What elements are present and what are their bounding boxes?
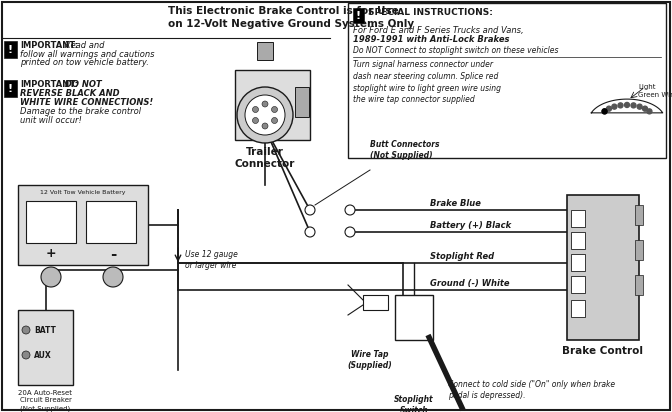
Circle shape: [271, 106, 278, 112]
Circle shape: [602, 109, 607, 114]
Circle shape: [305, 205, 315, 215]
Bar: [4, 80, 17, 97]
Bar: [571, 210, 585, 227]
Bar: [571, 300, 585, 317]
Circle shape: [253, 117, 259, 124]
Text: BATT: BATT: [34, 326, 56, 335]
Text: Butt Connectors
(Not Supplied): Butt Connectors (Not Supplied): [370, 140, 439, 160]
Text: Wire Tap
(Supplied): Wire Tap (Supplied): [347, 350, 392, 370]
Text: AUX: AUX: [34, 351, 52, 360]
Text: -: -: [110, 247, 116, 262]
Text: Turn signal harness connector under
dash near steering column. Splice red
stopli: Turn signal harness connector under dash…: [353, 60, 501, 104]
Circle shape: [22, 326, 30, 334]
Circle shape: [262, 101, 268, 107]
Circle shape: [271, 117, 278, 124]
Circle shape: [305, 227, 315, 237]
Text: Light
Green Wire: Light Green Wire: [638, 84, 672, 98]
Text: Brake Control: Brake Control: [562, 346, 644, 356]
Text: 12 Volt Tow Vehicle Battery: 12 Volt Tow Vehicle Battery: [40, 190, 126, 195]
Text: printed on tow vehicle battery.: printed on tow vehicle battery.: [20, 58, 149, 67]
Bar: [395, 295, 433, 340]
Text: 1989-1991 with Anti-Lock Brakes: 1989-1991 with Anti-Lock Brakes: [353, 35, 509, 44]
Bar: [567, 195, 639, 340]
Text: For Ford E and F Series Trucks and Vans,: For Ford E and F Series Trucks and Vans,: [353, 26, 523, 35]
Text: IMPORTANT:: IMPORTANT:: [20, 41, 78, 50]
Bar: [295, 87, 309, 117]
Circle shape: [642, 106, 648, 111]
Text: follow all warnings and cautions: follow all warnings and cautions: [20, 50, 155, 59]
Circle shape: [103, 267, 123, 287]
Circle shape: [262, 123, 268, 129]
Bar: [235, 70, 310, 140]
Bar: [635, 205, 643, 225]
Bar: [363, 295, 388, 310]
Circle shape: [345, 205, 355, 215]
Text: Stoplight
Switch: Stoplight Switch: [394, 395, 434, 412]
Text: Connect to cold side ("On" only when brake
pedal is depressed).: Connect to cold side ("On" only when bra…: [448, 380, 615, 400]
Bar: [257, 42, 273, 60]
Bar: [571, 232, 585, 249]
Circle shape: [618, 103, 623, 108]
Text: Battery (+) Black: Battery (+) Black: [430, 221, 511, 230]
Text: Stoplight Red: Stoplight Red: [430, 252, 494, 261]
Text: Brake Blue: Brake Blue: [430, 199, 481, 208]
Bar: [353, 8, 364, 23]
Text: SPECIAL INSTRUCTIONS:: SPECIAL INSTRUCTIONS:: [368, 8, 493, 17]
Bar: [86, 201, 136, 243]
Circle shape: [606, 106, 612, 111]
Bar: [348, 3, 666, 158]
Text: Use 12 gauge
or larger wire: Use 12 gauge or larger wire: [185, 250, 238, 270]
Text: +: +: [46, 247, 56, 260]
Text: REVERSE BLACK AND: REVERSE BLACK AND: [20, 89, 120, 98]
Text: Do NOT Connect to stoplight switch on these vehicles: Do NOT Connect to stoplight switch on th…: [353, 46, 558, 55]
Circle shape: [253, 106, 259, 112]
Circle shape: [647, 109, 652, 114]
Bar: [18, 310, 73, 385]
Circle shape: [237, 87, 293, 143]
Text: This Electronic Brake Control is for Use
on 12-Volt Negative Ground Systems Only: This Electronic Brake Control is for Use…: [168, 6, 414, 29]
Bar: [635, 275, 643, 295]
Circle shape: [637, 104, 642, 109]
Polygon shape: [591, 99, 663, 117]
Text: Damage to the brake control: Damage to the brake control: [20, 107, 141, 116]
Circle shape: [631, 103, 636, 108]
Bar: [635, 240, 643, 260]
Text: WHITE WIRE CONNECTIONS!: WHITE WIRE CONNECTIONS!: [20, 98, 153, 107]
Circle shape: [345, 227, 355, 237]
Bar: [18, 185, 148, 265]
Text: !: !: [8, 44, 13, 54]
Text: IMPORTANT:: IMPORTANT:: [20, 80, 78, 89]
Circle shape: [245, 95, 285, 135]
Bar: [571, 276, 585, 293]
Text: Ground (-) White: Ground (-) White: [430, 279, 509, 288]
Text: Trailer
Connector: Trailer Connector: [235, 147, 295, 169]
Text: DO NOT: DO NOT: [62, 80, 101, 89]
Circle shape: [624, 103, 630, 108]
Bar: [571, 254, 585, 271]
Circle shape: [602, 109, 607, 114]
Circle shape: [612, 104, 617, 109]
Text: unit will occur!: unit will occur!: [20, 116, 82, 125]
Text: !: !: [356, 10, 361, 21]
Text: !: !: [8, 84, 13, 94]
Text: Read and: Read and: [62, 41, 105, 50]
Bar: [26, 201, 76, 243]
Text: 20A Auto-Reset
Circuit Breaker
(Not Supplied): 20A Auto-Reset Circuit Breaker (Not Supp…: [19, 390, 73, 412]
Bar: [4, 41, 17, 58]
Circle shape: [22, 351, 30, 359]
Circle shape: [41, 267, 61, 287]
